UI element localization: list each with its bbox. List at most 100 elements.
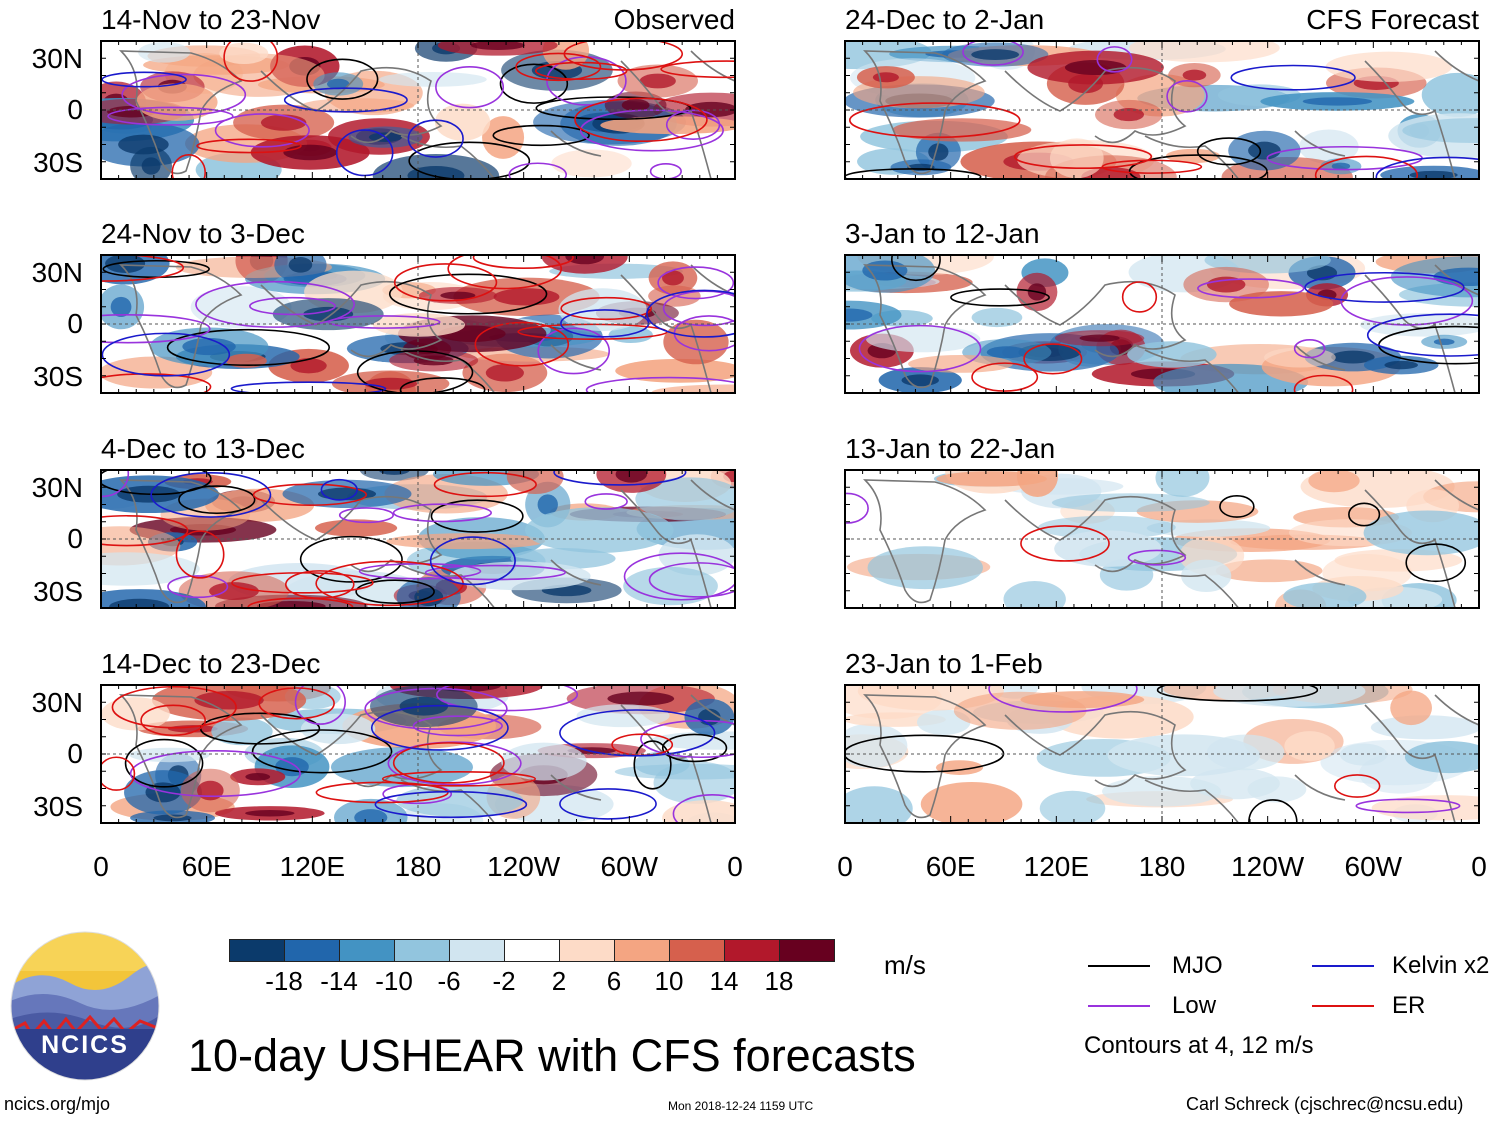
contour-line bbox=[665, 109, 721, 140]
contour-line bbox=[574, 97, 708, 143]
contour-line bbox=[1314, 155, 1419, 179]
shear-blob bbox=[953, 691, 1087, 730]
coastline bbox=[1364, 60, 1456, 179]
shear-blob bbox=[1038, 515, 1176, 539]
coastline bbox=[1434, 50, 1479, 82]
x-tick-label: 120W bbox=[1231, 851, 1305, 882]
legend-mjo-line bbox=[1088, 965, 1150, 967]
shear-core bbox=[1248, 141, 1281, 160]
contour-line bbox=[447, 255, 563, 290]
shear-blob bbox=[101, 552, 200, 586]
contour-line bbox=[1333, 774, 1381, 798]
colorbar-label: 18 bbox=[764, 966, 794, 996]
shear-core bbox=[470, 41, 525, 50]
shear-blob bbox=[1370, 715, 1479, 740]
shear-map-observed-1 bbox=[100, 254, 736, 394]
contour-line bbox=[231, 572, 374, 594]
shear-blob bbox=[653, 761, 735, 804]
colorbar-label: -6 bbox=[437, 966, 461, 996]
contour-line bbox=[492, 124, 590, 147]
colorbar-units: m/s bbox=[884, 950, 926, 980]
coastline bbox=[1364, 704, 1456, 823]
contour-line bbox=[1375, 156, 1479, 179]
shear-blob bbox=[1099, 558, 1154, 591]
shear-core bbox=[283, 144, 337, 161]
coastline bbox=[550, 559, 602, 586]
contour-line bbox=[315, 781, 449, 804]
contour-line bbox=[553, 470, 687, 486]
ncics-logo: NCICS bbox=[10, 931, 160, 1081]
coastline bbox=[1434, 264, 1479, 296]
y-tick-label: 0 bbox=[67, 738, 83, 769]
contour-line bbox=[101, 373, 212, 393]
contour-line bbox=[294, 685, 346, 725]
contour-line bbox=[175, 530, 225, 579]
contour-line bbox=[107, 106, 234, 126]
shear-blob bbox=[1102, 776, 1222, 807]
shear-blob bbox=[845, 723, 908, 768]
contour-line bbox=[672, 794, 735, 823]
x-tick-label: 0 bbox=[93, 851, 109, 882]
contour-line bbox=[101, 470, 212, 496]
shear-core bbox=[1433, 338, 1455, 345]
coastline bbox=[1144, 349, 1240, 393]
contour-line bbox=[249, 296, 336, 316]
shear-blob bbox=[1107, 734, 1261, 777]
shear-core bbox=[1331, 162, 1351, 170]
x-tick-label: 0 bbox=[837, 851, 853, 882]
shear-core bbox=[662, 270, 684, 286]
shear-blob bbox=[1039, 790, 1106, 823]
contour-line bbox=[474, 321, 570, 367]
y-tick-label: 30N bbox=[31, 43, 83, 74]
colorbar-swatch bbox=[779, 939, 835, 962]
coastline bbox=[1364, 274, 1456, 393]
contour-line bbox=[950, 288, 1050, 307]
shear-blob bbox=[1215, 559, 1323, 583]
contour-line bbox=[167, 575, 229, 599]
colorbar-label: -18 bbox=[265, 966, 303, 996]
coastline bbox=[119, 694, 243, 819]
contour-line bbox=[646, 289, 735, 338]
logo-text: NCICS bbox=[41, 1031, 129, 1059]
contour-line bbox=[299, 535, 403, 583]
colorbar-swatch bbox=[284, 939, 340, 962]
contour-line bbox=[891, 255, 941, 282]
coastline bbox=[1004, 710, 1187, 788]
colorbar-swatch bbox=[559, 939, 615, 962]
contour-line bbox=[1020, 525, 1110, 562]
coastline bbox=[1294, 344, 1346, 371]
shear-core bbox=[621, 98, 650, 112]
shear-blob bbox=[971, 307, 1023, 328]
contour-line bbox=[101, 514, 189, 547]
shear-core bbox=[288, 257, 313, 273]
shear-blob bbox=[211, 717, 273, 746]
shear-map-forecast-3 bbox=[844, 684, 1480, 824]
contour-line bbox=[251, 729, 393, 774]
coastline bbox=[1144, 135, 1240, 179]
contour-line bbox=[252, 483, 368, 506]
coastline bbox=[1434, 694, 1479, 726]
shear-blob bbox=[908, 354, 1013, 373]
ncics-logo-graphic bbox=[10, 931, 160, 1081]
contour-line bbox=[392, 742, 505, 784]
contour-line bbox=[1197, 278, 1305, 299]
contour-line bbox=[537, 327, 610, 375]
contour-line bbox=[166, 328, 331, 366]
contour-line bbox=[660, 60, 735, 79]
contour-line bbox=[392, 503, 492, 523]
contour-line bbox=[129, 749, 302, 798]
shear-core bbox=[1064, 59, 1127, 76]
contour-line bbox=[1230, 64, 1356, 91]
x-tick-label: 180 bbox=[394, 851, 442, 882]
contour-line bbox=[579, 109, 724, 152]
contour-line bbox=[140, 704, 206, 737]
y-tick-label: 30N bbox=[31, 687, 83, 718]
contour-line bbox=[1366, 313, 1479, 357]
shear-core bbox=[245, 810, 295, 817]
shear-core bbox=[105, 255, 146, 273]
shear-blob bbox=[600, 116, 735, 135]
shear-core bbox=[141, 157, 161, 175]
shear-core bbox=[1302, 97, 1373, 106]
shear-blob bbox=[1308, 470, 1360, 493]
chart-title: 10-day USHEAR with CFS forecasts bbox=[188, 1030, 916, 1081]
